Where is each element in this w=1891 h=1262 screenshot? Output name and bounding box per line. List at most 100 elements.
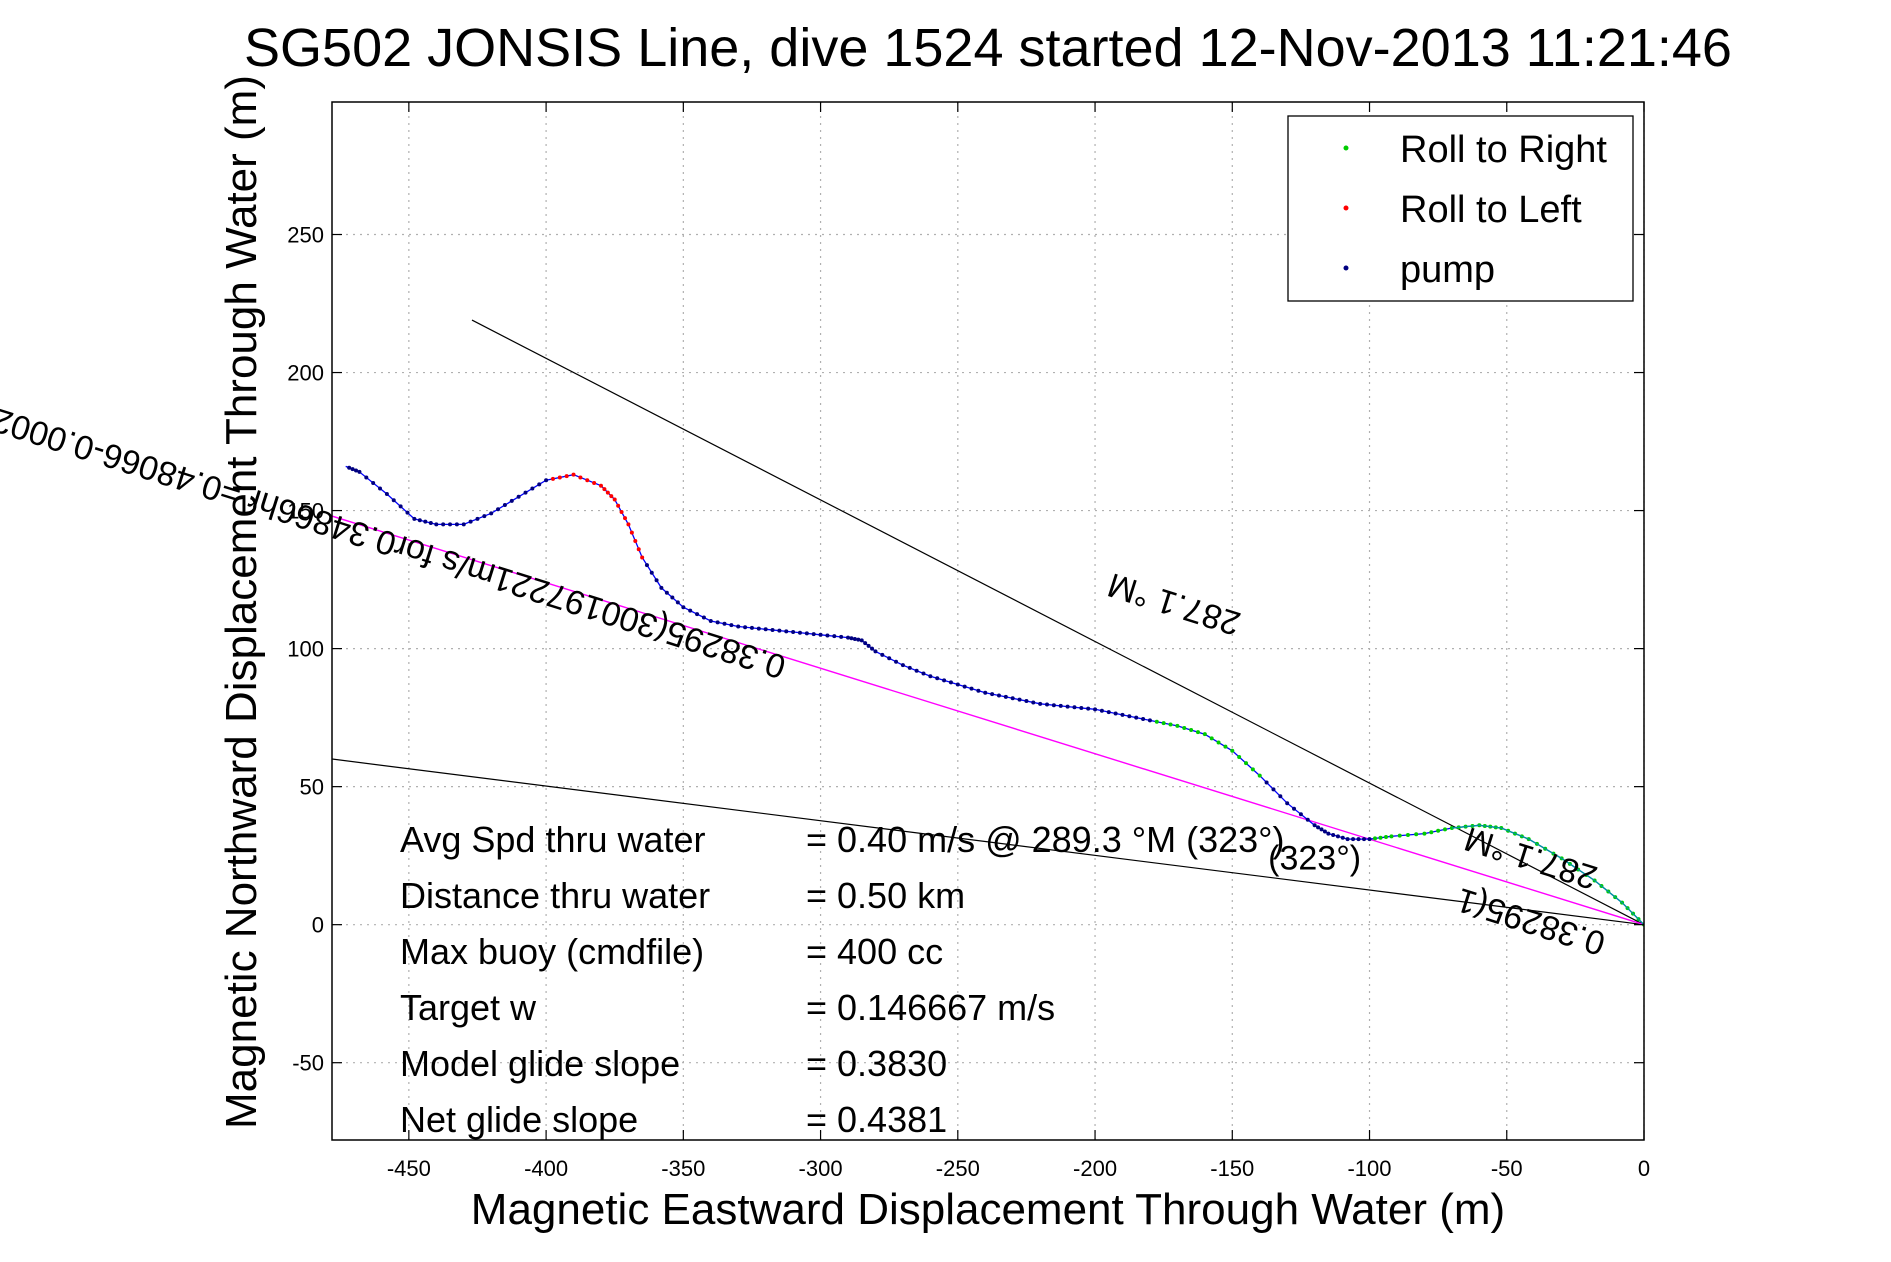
track-point: [894, 659, 899, 664]
track-point: [1099, 708, 1104, 713]
track-point: [1120, 712, 1125, 717]
track-point: [1038, 701, 1043, 706]
stat-label: Distance thru water: [400, 875, 710, 916]
stat-label: Max buoy (cmdfile): [400, 931, 704, 972]
track-point: [1209, 736, 1214, 741]
track-point: [701, 615, 706, 620]
track-point: [921, 671, 926, 676]
track-point: [412, 516, 417, 521]
track-point: [417, 518, 422, 523]
track-point: [405, 510, 410, 515]
stat-value: = 0.4381: [806, 1099, 947, 1140]
plot-frame: [331, 101, 1645, 1141]
track-point: [616, 503, 621, 508]
track-point: [846, 635, 851, 640]
track-point: [770, 627, 775, 632]
track-point: [619, 509, 624, 514]
stat-value: = 0.50 km: [806, 875, 965, 916]
track-point: [475, 516, 480, 521]
track-point: [1058, 703, 1063, 708]
track-point: [1195, 730, 1200, 735]
plot-annotation: 287.1 °M: [1103, 565, 1245, 642]
track-point: [1292, 806, 1297, 811]
track-point: [509, 498, 514, 503]
track-point: [990, 692, 995, 697]
track-point: [1182, 725, 1187, 730]
track-point: [749, 625, 754, 630]
chart-title: SG502 JONSIS Line, dive 1524 started 12-…: [244, 18, 1732, 78]
x-tick-label: -200: [1073, 1156, 1117, 1181]
track-point: [564, 474, 569, 479]
track-point: [1113, 711, 1118, 716]
track-point: [1340, 835, 1345, 840]
track-point: [1017, 697, 1022, 702]
track-point: [1065, 704, 1070, 709]
plot-annotation: 0.38295(300197221m/s for0.34866hr =0.480…: [0, 367, 790, 685]
y-tick-label: 150: [287, 499, 324, 524]
track-point: [441, 522, 446, 527]
track-point: [578, 475, 583, 480]
track-point: [900, 663, 905, 668]
track-point: [605, 490, 610, 495]
legend: Roll to Right Roll to Left pump: [1287, 115, 1634, 302]
track-point: [729, 623, 734, 628]
track-point: [1345, 837, 1350, 842]
track-point: [629, 530, 634, 535]
track-point: [1257, 773, 1262, 778]
track-point: [1312, 823, 1317, 828]
track-point: [948, 680, 953, 685]
track-point: [736, 624, 741, 629]
y-tick-label: 250: [287, 223, 324, 248]
track-point: [797, 630, 802, 635]
track-point: [976, 688, 981, 693]
track-point: [756, 626, 761, 631]
track-point: [423, 519, 428, 524]
track-point: [1389, 834, 1394, 839]
track-point: [592, 480, 597, 485]
track-point: [354, 468, 359, 473]
track-point: [1443, 827, 1448, 832]
track-point: [482, 514, 487, 519]
track-point: [1134, 715, 1139, 720]
track-point: [1010, 696, 1015, 701]
legend-marker: [1343, 205, 1349, 211]
heading-line: [471, 319, 1644, 926]
track-point: [516, 494, 521, 499]
track-point: [1230, 748, 1235, 753]
track-point: [496, 507, 501, 512]
track-point: [1316, 825, 1321, 830]
track-point: [1024, 699, 1029, 704]
plot-annotation: (323°): [1268, 839, 1361, 877]
track-point: [434, 522, 439, 527]
track-point: [928, 674, 933, 679]
track-point: [384, 492, 389, 497]
stat-label: Target w: [400, 987, 537, 1028]
heading-line: [332, 758, 1644, 926]
model-glide-line: [332, 515, 1644, 926]
track-point: [983, 690, 988, 695]
track-point: [695, 612, 700, 617]
track-point: [832, 634, 837, 639]
track-point: [1237, 754, 1242, 759]
track-point: [468, 519, 473, 524]
track-point: [664, 590, 669, 595]
track-point: [623, 516, 628, 521]
track-point: [523, 490, 528, 495]
track-point: [398, 504, 403, 509]
track-point: [849, 636, 854, 641]
y-tick-label: 200: [287, 361, 324, 386]
track-point: [537, 482, 542, 487]
track-point: [1285, 801, 1290, 806]
track-point: [839, 634, 844, 639]
track-point: [598, 483, 603, 488]
track-point: [969, 686, 974, 691]
track-point: [502, 503, 507, 508]
track-point: [1383, 835, 1388, 840]
track-point: [996, 693, 1001, 698]
track-point: [1106, 710, 1111, 715]
x-tick-label: -100: [1347, 1156, 1391, 1181]
track-point: [1154, 719, 1159, 724]
track-point: [1414, 832, 1419, 837]
stat-label: Avg Spd thru water: [400, 819, 706, 860]
track-point: [743, 625, 748, 630]
